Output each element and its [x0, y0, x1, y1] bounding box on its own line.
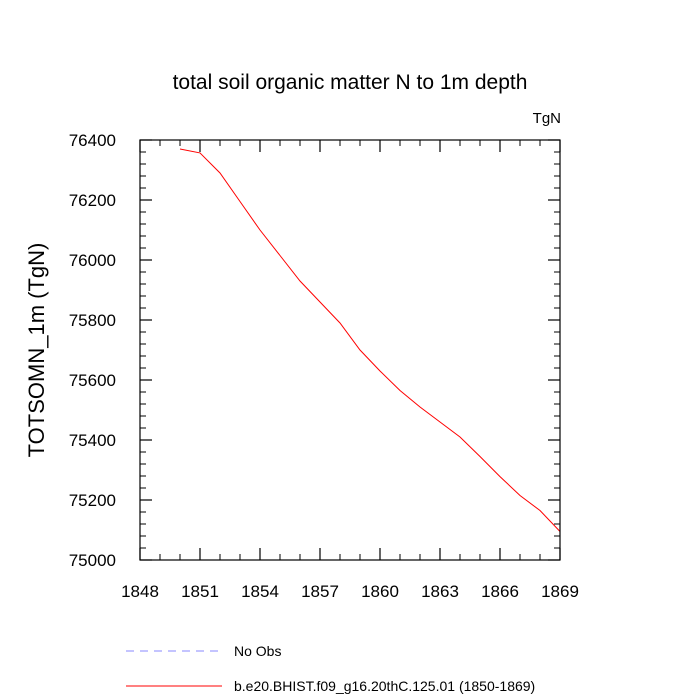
y-tick-label: 76200 — [69, 191, 116, 210]
plot-frame — [139, 139, 561, 561]
y-tick-label: 75400 — [69, 431, 116, 450]
y-tick-label: 75000 — [69, 551, 116, 570]
legend-label-model-run: b.e20.BHIST.f09_g16.20thC.125.01 (1850-1… — [234, 678, 535, 694]
y-tick-label: 75800 — [69, 311, 116, 330]
x-tick-label: 1866 — [481, 582, 519, 601]
y-tick-label: 75200 — [69, 491, 116, 510]
y-tick-labels: 75000 75200 75400 75600 75800 76000 76200 76400 — [69, 131, 116, 570]
units-label: TgN — [533, 110, 561, 127]
x-tick-label: 1857 — [301, 582, 339, 601]
y-tick-label: 76000 — [69, 251, 116, 270]
series-line — [179, 148, 561, 532]
y-axis-label: TOTSOMN_1m (TgN) — [24, 243, 49, 458]
x-tick-label: 1860 — [361, 582, 399, 601]
legend: No Obs b.e20.BHIST.f09_g16.20thC.125.01 … — [126, 643, 535, 694]
x-tick-label: 1851 — [181, 582, 219, 601]
x-tick-label: 1863 — [421, 582, 459, 601]
series-lines — [179, 148, 561, 532]
y-tick-label: 76400 — [69, 131, 116, 150]
x-tick-label: 1848 — [121, 582, 159, 601]
y-tick-label: 75600 — [69, 371, 116, 390]
x-tick-label: 1869 — [541, 582, 579, 601]
x-tick-label: 1854 — [241, 582, 279, 601]
major-ticks — [139, 139, 561, 561]
x-tick-labels: 1848 1851 1854 1857 1860 1863 1866 1869 — [121, 582, 579, 601]
legend-label-no-obs: No Obs — [234, 643, 281, 659]
minor-ticks — [140, 140, 560, 560]
chart-title: total soil organic matter N to 1m depth — [173, 71, 528, 94]
